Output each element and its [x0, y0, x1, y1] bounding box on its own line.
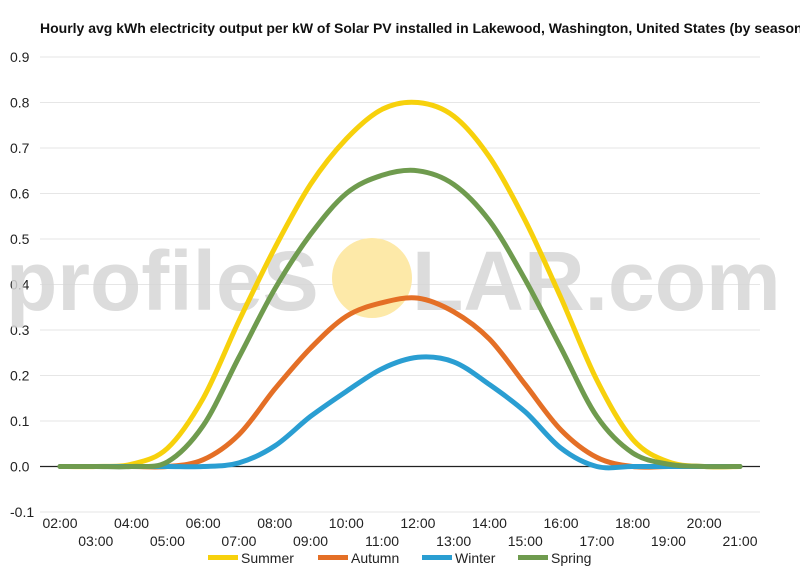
legend-label-spring: Spring	[551, 550, 591, 566]
legend-swatch-winter	[422, 555, 452, 560]
series-line-spring	[57, 167, 743, 470]
x-tick-label: 16:00	[544, 515, 579, 531]
y-tick-label: 0.6	[10, 186, 30, 202]
legend-swatch-summer	[208, 555, 238, 560]
legend-label-winter: Winter	[455, 550, 496, 566]
legend: Summer Autumn Winter Spring	[208, 550, 591, 566]
y-tick-label: 0.7	[10, 140, 30, 156]
y-tick-label: 0.5	[10, 231, 30, 247]
y-tick-label: -0.1	[10, 504, 34, 520]
y-tick-label: 0.8	[10, 95, 30, 111]
profilesolar-watermark: profileS LAR.com	[6, 234, 781, 328]
y-tick-label: 0.0	[10, 459, 30, 475]
legend-swatch-autumn	[318, 555, 348, 560]
x-tick-label: 18:00	[615, 515, 650, 531]
x-tick-label: 21:00	[722, 533, 757, 549]
y-tick-label: 0.2	[10, 368, 30, 384]
x-tick-label: 02:00	[42, 515, 77, 531]
y-tick-label: 0.1	[10, 413, 30, 429]
x-tick-label: 15:00	[508, 533, 543, 549]
x-tick-label: 17:00	[579, 533, 614, 549]
x-tick-label: 19:00	[651, 533, 686, 549]
x-tick-label: 14:00	[472, 515, 507, 531]
x-tick-label: 06:00	[186, 515, 221, 531]
x-tick-label: 20:00	[687, 515, 722, 531]
legend-label-autumn: Autumn	[351, 550, 399, 566]
x-tick-label: 12:00	[400, 515, 435, 531]
x-tick-label: 03:00	[78, 533, 113, 549]
x-tick-label: 10:00	[329, 515, 364, 531]
legend-label-summer: Summer	[241, 550, 294, 566]
y-axis-ticks: -0.1 0.0 0.1 0.2 0.3 0.4 0.5 0.6 0.7 0.8 0.9	[10, 49, 34, 520]
x-axis-ticks: 02:00 04:00 06:00 08:00 10:00 12:00 14:00 16:00…	[42, 515, 757, 549]
chart-title: Hourly avg kWh electricity output per kW…	[40, 20, 800, 36]
series-line-winter	[57, 354, 743, 471]
x-tick-label: 11:00	[365, 533, 399, 549]
series-lines	[57, 99, 743, 471]
y-tick-label: 0.3	[10, 322, 30, 338]
watermark-text-left: profileS	[6, 234, 319, 328]
legend-swatch-spring	[518, 555, 548, 560]
watermark-text-right: LAR.com	[412, 234, 781, 328]
x-tick-label: 07:00	[221, 533, 256, 549]
x-tick-label: 08:00	[257, 515, 292, 531]
y-tick-label: 0.9	[10, 49, 30, 65]
x-tick-label: 13:00	[436, 533, 471, 549]
x-tick-label: 05:00	[150, 533, 185, 549]
x-tick-label: 04:00	[114, 515, 149, 531]
series-line-summer	[57, 99, 743, 470]
x-tick-label: 09:00	[293, 533, 328, 549]
y-tick-label: 0.4	[10, 277, 30, 293]
